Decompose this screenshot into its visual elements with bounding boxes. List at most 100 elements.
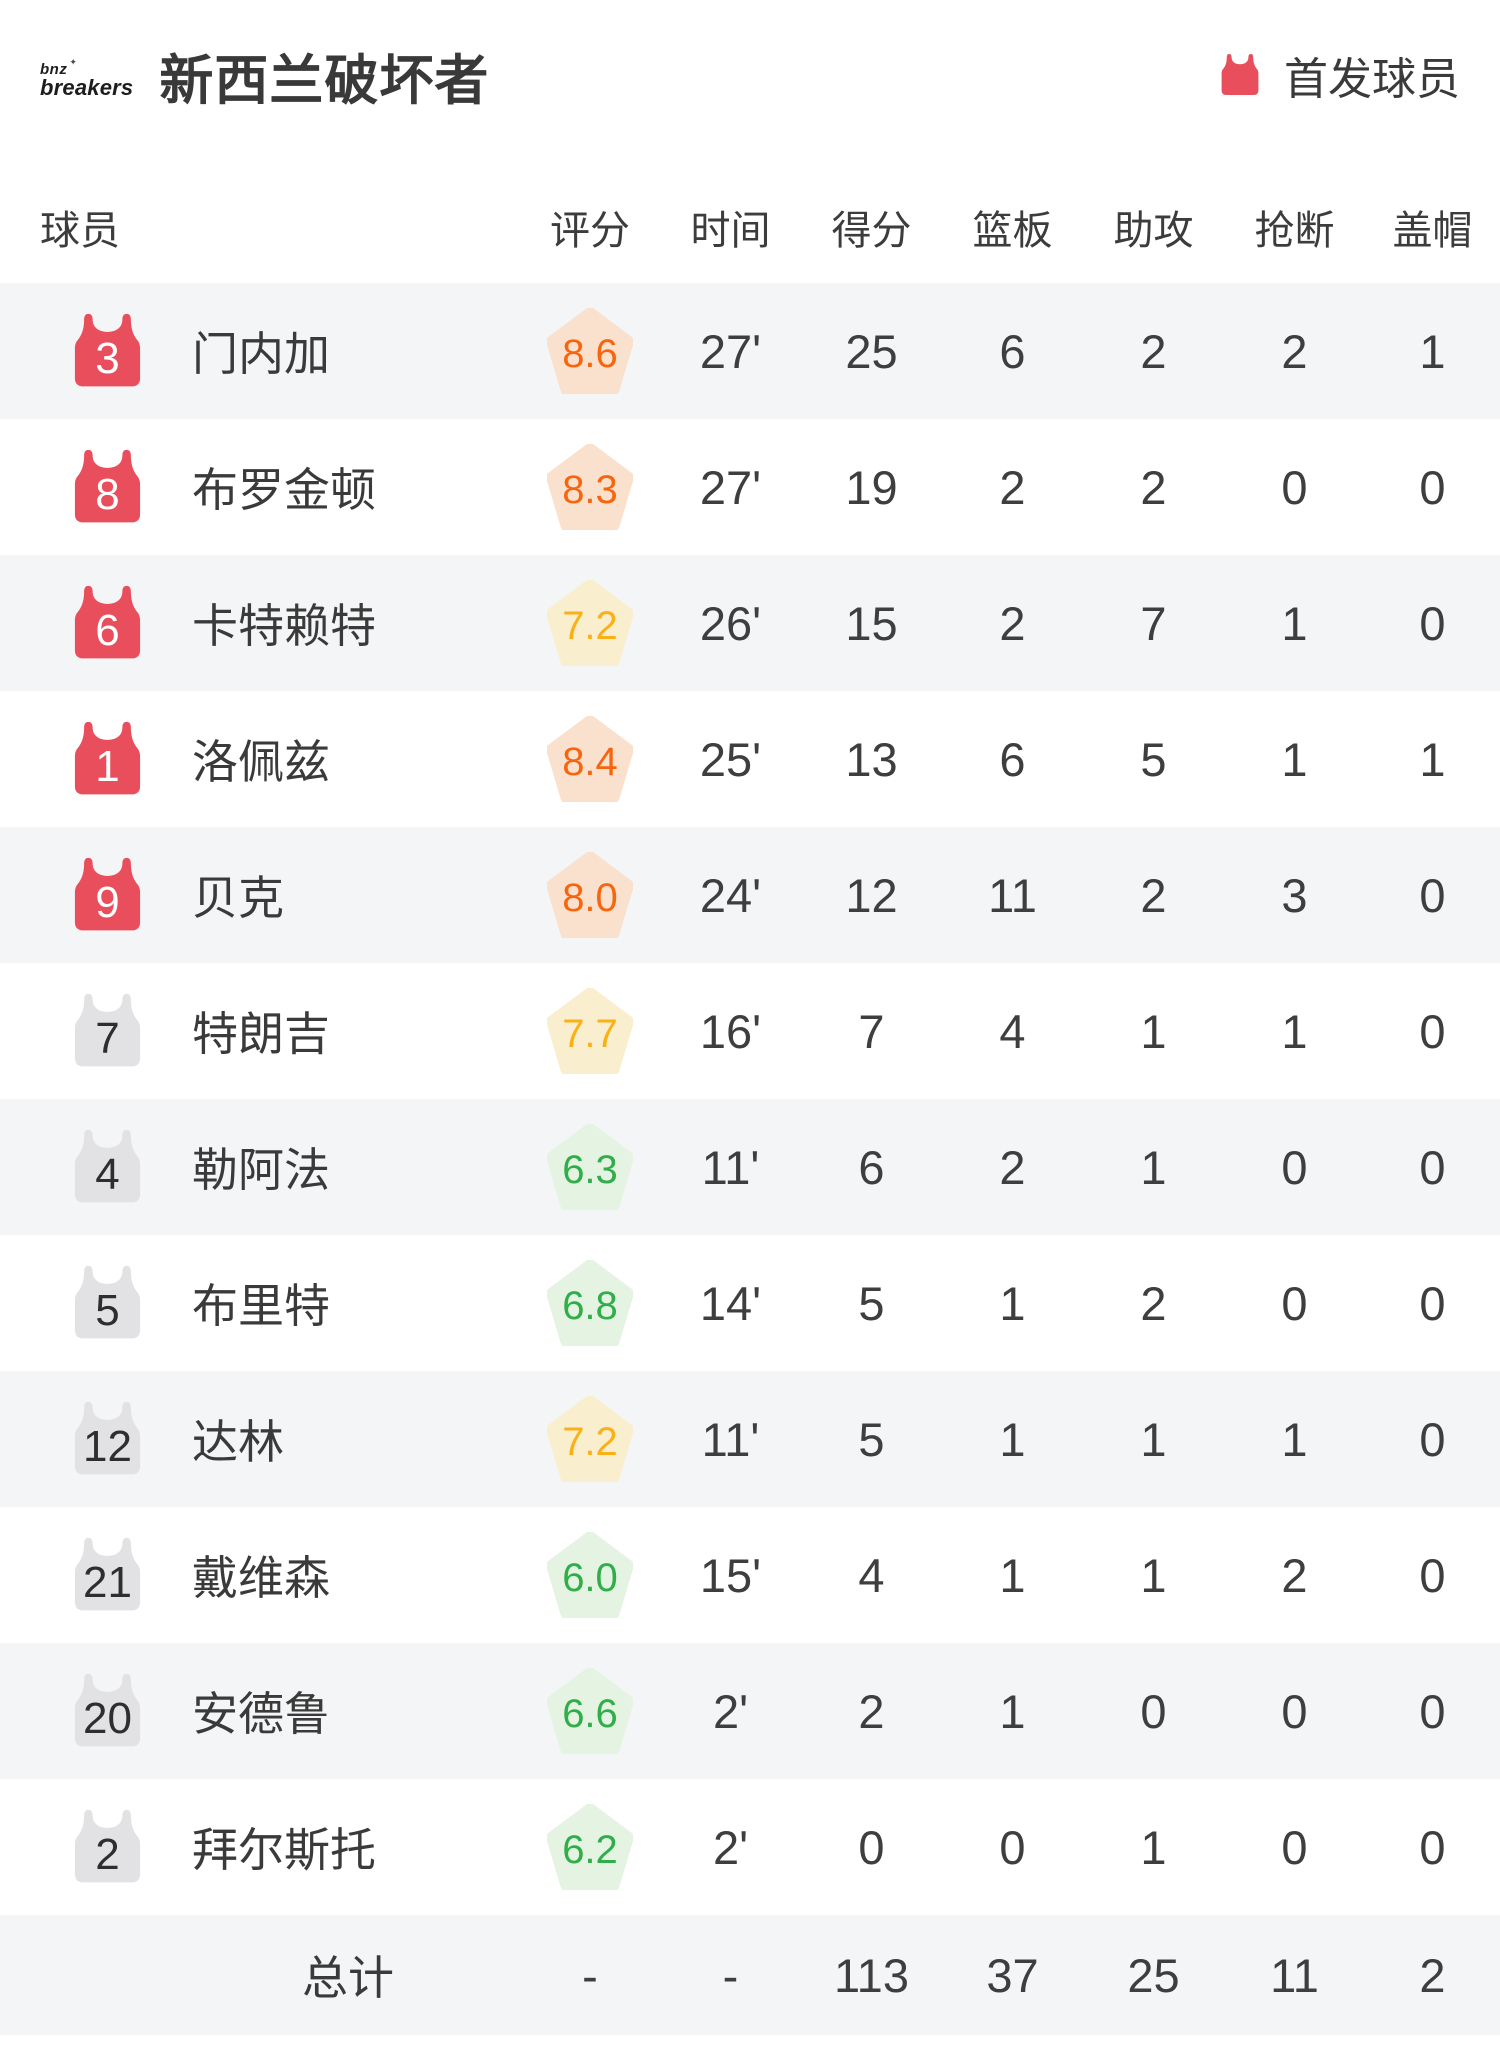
rating-badge: 8.3	[547, 444, 633, 530]
player-row[interactable]: 3 门内加 8.6 27' 25 6 2 2 1	[0, 283, 1500, 419]
col-rebounds: 篮板	[972, 209, 1053, 253]
rating-value: 6.6	[562, 1691, 618, 1736]
rating-value: 8.4	[562, 739, 618, 784]
stat-rebounds: 1	[999, 1276, 1026, 1330]
stat-steals: 1	[1281, 1412, 1308, 1466]
jersey-number: 7	[95, 1013, 120, 1063]
rating-cell: 8.3	[520, 444, 660, 530]
stat-assists: 1	[1140, 1140, 1167, 1194]
stat-time: 15'	[699, 1548, 762, 1602]
stat-points: 25	[845, 324, 898, 378]
player-jersey-icon: 1	[65, 716, 150, 802]
stat-blocks: 0	[1419, 1820, 1446, 1874]
col-rating: 评分	[550, 209, 630, 253]
player-cell: 4 勒阿法	[40, 1124, 520, 1210]
stat-rebounds: 2	[999, 596, 1026, 650]
stat-time: 27'	[699, 460, 762, 514]
player-row[interactable]: 8 布罗金顿 8.3 27' 19 2 2 0 0	[0, 419, 1500, 555]
stat-points: 4	[858, 1548, 885, 1602]
player-name: 达林	[192, 1416, 284, 1468]
stat-time: 25'	[699, 732, 762, 786]
stat-blocks: 0	[1419, 1684, 1446, 1738]
col-blocks: 盖帽	[1392, 209, 1473, 253]
stat-time: 27'	[699, 324, 762, 378]
player-cell: 8 布罗金顿	[40, 444, 520, 530]
stat-time: -	[722, 1948, 739, 2002]
stat-assists: 25	[1127, 1948, 1180, 2002]
jersey-number: 5	[95, 1285, 120, 1335]
stat-rebounds: 1	[999, 1548, 1026, 1602]
starter-legend: 首发球员	[1216, 43, 1460, 107]
rating-value: 8.6	[562, 331, 618, 376]
table-body: 3 门内加 8.6 27' 25 6 2 2 1 8 布罗金顿	[0, 283, 1500, 2035]
stat-steals: 3	[1281, 868, 1308, 922]
stat-blocks: 0	[1419, 868, 1446, 922]
stat-assists: 0	[1140, 1684, 1167, 1738]
col-player: 球员	[40, 209, 120, 253]
rating-badge: 7.2	[547, 1396, 633, 1482]
player-row[interactable]: 4 勒阿法 6.3 11' 6 2 1 0 0	[0, 1099, 1500, 1235]
starter-legend-label: 首发球员	[1284, 55, 1460, 104]
player-row[interactable]: 20 安德鲁 6.6 2' 2 1 0 0 0	[0, 1643, 1500, 1779]
player-row[interactable]: 21 戴维森 6.0 15' 4 1 1 2 0	[0, 1507, 1500, 1643]
stat-blocks: 0	[1419, 1276, 1446, 1330]
rating-cell: 8.0	[520, 852, 660, 938]
player-row[interactable]: 6 卡特赖特 7.2 26' 15 2 7 1 0	[0, 555, 1500, 691]
player-row[interactable]: 1 洛佩兹 8.4 25' 13 6 5 1 1	[0, 691, 1500, 827]
col-time: 时间	[690, 209, 771, 253]
rating-badge: 6.8	[547, 1260, 633, 1346]
player-cell: 1 洛佩兹	[40, 716, 520, 802]
page-title: 新西兰破坏者	[159, 50, 490, 111]
rating-value: 6.0	[562, 1555, 618, 1600]
player-jersey-icon: 8	[65, 444, 150, 530]
rating-cell: 6.2	[520, 1804, 660, 1890]
player-jersey-icon: 6	[65, 580, 150, 666]
player-row[interactable]: 7 特朗吉 7.7 16' 7 4 1 1 0	[0, 963, 1500, 1099]
stat-points: 113	[834, 1948, 909, 2002]
app-header: bnz ✦ breakers 新西兰破坏者 首发球员	[0, 0, 1500, 150]
player-row[interactable]: 12 达林 7.2 11' 5 1 1 1 0	[0, 1371, 1500, 1507]
rating-cell: 8.4	[520, 716, 660, 802]
player-name: 戴维森	[192, 1552, 330, 1604]
stat-time: 2'	[712, 1820, 749, 1874]
player-row[interactable]: 5 布里特 6.8 14' 5 1 2 0 0	[0, 1235, 1500, 1371]
player-cell: 21 戴维森	[40, 1532, 520, 1618]
stat-rebounds: 6	[999, 324, 1026, 378]
stat-steals: 0	[1281, 460, 1308, 514]
stat-assists: 1	[1140, 1412, 1167, 1466]
player-name: 特朗吉	[192, 1008, 330, 1060]
starter-jersey-icon	[1221, 54, 1259, 95]
rating-badge: 7.2	[547, 580, 633, 666]
stat-assists: 1	[1140, 1004, 1167, 1058]
stat-time: 11'	[701, 1140, 760, 1194]
stat-blocks: 0	[1419, 596, 1446, 650]
stat-assists: 2	[1140, 1276, 1167, 1330]
jersey-number: 1	[95, 741, 120, 791]
player-jersey-icon: 20	[65, 1668, 150, 1754]
rating-badge: 6.3	[547, 1124, 633, 1210]
stat-steals: 11	[1270, 1948, 1319, 2002]
jersey-number: 12	[83, 1421, 132, 1471]
total-row[interactable]: 总计 - - 113 37 25 11 2	[0, 1915, 1500, 2035]
player-row[interactable]: 9 贝克 8.0 24' 12 11 2 3 0	[0, 827, 1500, 963]
jersey-number: 9	[95, 877, 120, 927]
stat-steals: 0	[1281, 1140, 1308, 1194]
stat-time: 14'	[699, 1276, 762, 1330]
stat-blocks: 2	[1419, 1948, 1446, 2002]
player-jersey-icon: 4	[65, 1124, 150, 1210]
player-row[interactable]: 2 拜尔斯托 6.2 2' 0 0 1 0 0	[0, 1779, 1500, 1915]
rating-badge: 7.7	[547, 988, 633, 1074]
stat-rebounds: 6	[999, 732, 1026, 786]
stat-rebounds: 1	[999, 1684, 1026, 1738]
stat-time: 24'	[699, 868, 762, 922]
player-cell: 5 布里特	[40, 1260, 520, 1346]
stat-points: 6	[858, 1140, 885, 1194]
stat-rebounds: 4	[999, 1004, 1026, 1058]
stat-assists: 2	[1140, 324, 1167, 378]
stat-blocks: 0	[1419, 1140, 1446, 1194]
rating-cell: -	[520, 1932, 660, 2018]
stat-blocks: 1	[1419, 732, 1446, 786]
stat-assists: 2	[1140, 460, 1167, 514]
player-name: 洛佩兹	[192, 736, 330, 788]
